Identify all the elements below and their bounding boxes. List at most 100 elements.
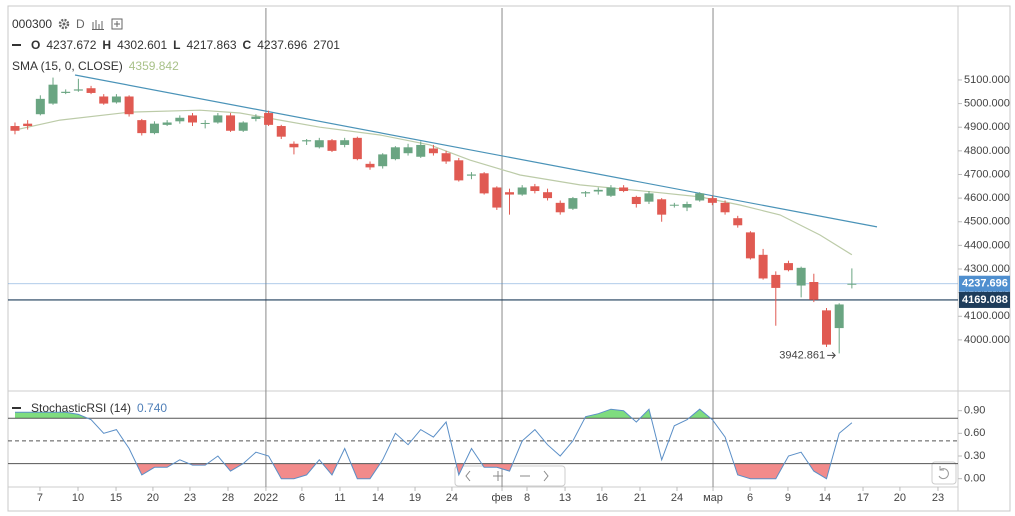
stoch-line	[15, 408, 853, 480]
x-tick-label: 23	[932, 492, 944, 504]
candle	[289, 141, 299, 155]
candle	[149, 121, 159, 135]
candle	[441, 150, 451, 164]
y-tick-label: 5100.000	[964, 74, 1010, 86]
candle-body	[644, 193, 654, 202]
candle-body	[187, 115, 197, 123]
x-tick-label: 2022	[254, 492, 278, 504]
x-tick-label: мар	[703, 492, 723, 504]
candle	[111, 94, 121, 104]
oversold-fill	[14, 463, 852, 479]
candle	[644, 191, 654, 205]
candle	[593, 187, 603, 195]
x-tick-label: 9	[785, 492, 791, 504]
candle	[35, 95, 45, 116]
interval[interactable]: D	[76, 17, 85, 31]
x-tick-label: 23	[184, 492, 196, 504]
stoch-value: 0.740	[137, 401, 168, 415]
annotation-arrow	[827, 352, 836, 359]
reset-button[interactable]	[931, 461, 957, 485]
candle	[73, 78, 83, 92]
candle-body	[454, 160, 464, 181]
symbol-bar: 000300 D	[12, 17, 123, 31]
candle-body	[428, 148, 438, 154]
candle-body	[238, 122, 248, 131]
candle-body	[302, 140, 312, 142]
candle-body	[796, 267, 806, 286]
compare-icon[interactable]	[111, 18, 123, 30]
symbol[interactable]: 000300	[12, 17, 53, 31]
candle	[162, 120, 172, 127]
candle	[86, 85, 96, 95]
candle	[390, 146, 400, 161]
ohlc-key: H	[102, 38, 112, 52]
candle-body	[264, 113, 274, 125]
candle	[733, 215, 743, 228]
candle	[10, 122, 20, 135]
x-tick-label: фев	[492, 492, 513, 504]
candle	[771, 271, 781, 326]
candle	[581, 191, 591, 197]
bars-icon[interactable]	[91, 18, 105, 30]
candle	[340, 137, 350, 148]
y-tick-label: 4600.000	[964, 192, 1010, 204]
candle	[619, 185, 629, 193]
candle	[137, 118, 147, 136]
ohlc-value: 4237.696	[257, 38, 308, 52]
candle-body	[809, 282, 819, 300]
candle-body	[631, 196, 641, 205]
nav-icons	[465, 470, 549, 482]
candle-body	[213, 115, 223, 123]
settings-icon[interactable]	[58, 18, 70, 30]
candle-body	[10, 126, 20, 131]
candle	[834, 303, 844, 354]
x-tick-label: 13	[559, 492, 571, 504]
candle	[327, 139, 337, 153]
candle-body	[86, 88, 96, 93]
candle-body	[340, 140, 350, 145]
candle-body	[745, 232, 755, 259]
y-tick-label: 4700.000	[964, 168, 1010, 180]
candle-body	[505, 192, 515, 195]
candle	[213, 113, 223, 124]
candle	[517, 185, 527, 196]
candle-body	[720, 202, 730, 213]
candle	[99, 94, 109, 105]
candle	[796, 266, 806, 298]
candle-body	[555, 202, 565, 213]
candle	[822, 307, 832, 347]
candle	[847, 268, 857, 289]
stoch-name: StochasticRSI (14)	[31, 401, 132, 415]
candle	[454, 157, 464, 182]
x-tick-label: 28	[222, 492, 234, 504]
candle	[466, 172, 476, 180]
candle	[200, 120, 210, 129]
legend-dash	[12, 407, 21, 409]
candle	[783, 260, 793, 272]
sma-value: 4359.842	[128, 59, 179, 73]
candle-body	[783, 263, 793, 271]
candle	[631, 195, 641, 208]
candle	[720, 200, 730, 215]
y-tick-label: 0.60	[964, 427, 985, 439]
candle-body	[61, 91, 71, 93]
x-tick-label: 20	[147, 492, 159, 504]
candle	[428, 144, 438, 156]
candle-body	[226, 115, 236, 131]
candle-body	[707, 198, 717, 203]
y-tick-label: 5000.000	[964, 97, 1010, 109]
candle	[505, 188, 515, 215]
candle	[669, 202, 679, 208]
candle	[403, 143, 413, 156]
candle	[378, 153, 388, 169]
candle-body	[530, 186, 540, 192]
candle-body	[657, 199, 667, 215]
candle	[226, 113, 236, 132]
x-tick-label: 11	[334, 492, 345, 504]
candle-body	[403, 147, 413, 154]
legend-dash	[12, 44, 21, 46]
candle-body	[695, 193, 705, 201]
candle	[530, 183, 540, 194]
